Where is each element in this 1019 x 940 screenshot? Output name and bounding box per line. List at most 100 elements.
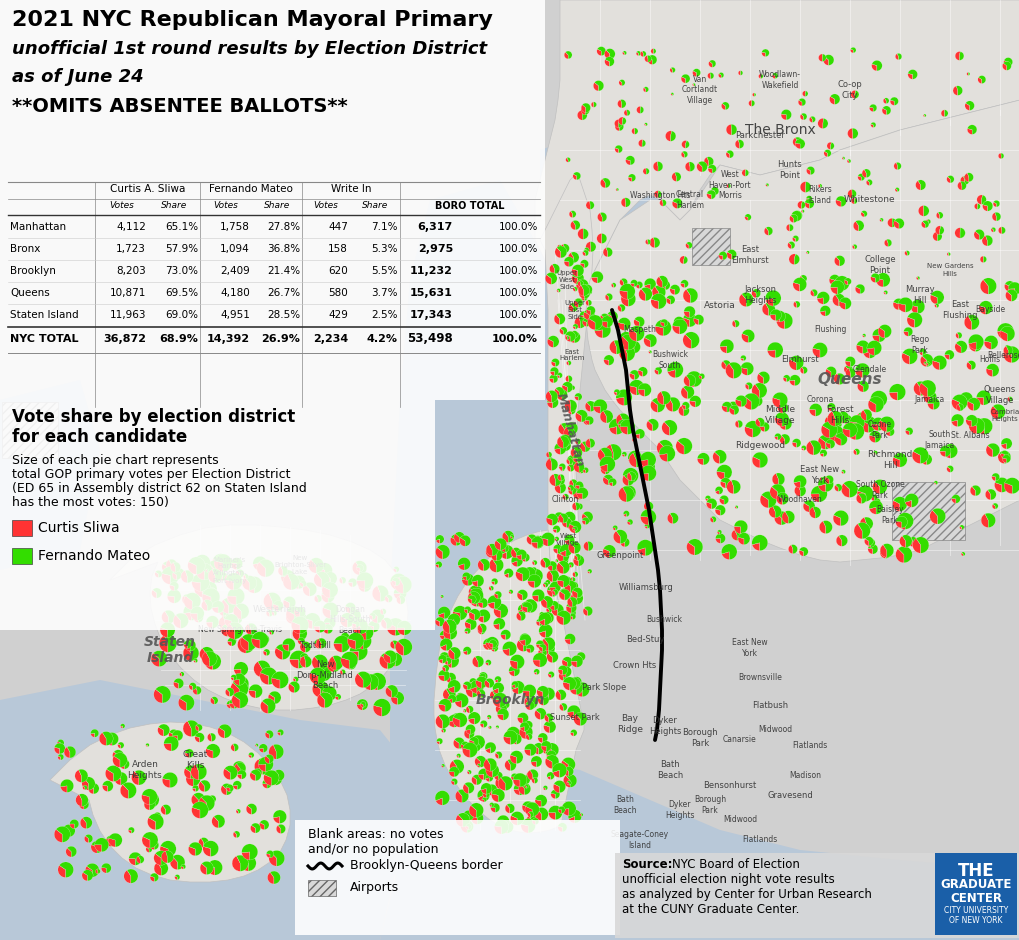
Wedge shape xyxy=(236,616,242,623)
Wedge shape xyxy=(200,563,213,580)
Wedge shape xyxy=(931,355,946,370)
Wedge shape xyxy=(935,212,938,219)
Wedge shape xyxy=(899,536,905,547)
Wedge shape xyxy=(526,645,534,653)
Wedge shape xyxy=(757,417,764,427)
Wedge shape xyxy=(933,480,936,485)
Wedge shape xyxy=(634,317,644,327)
Wedge shape xyxy=(824,368,830,377)
Wedge shape xyxy=(273,601,283,611)
Wedge shape xyxy=(464,609,467,613)
Wedge shape xyxy=(981,236,986,246)
Wedge shape xyxy=(546,755,551,760)
Wedge shape xyxy=(640,464,647,475)
Wedge shape xyxy=(769,502,774,508)
Wedge shape xyxy=(394,644,397,648)
Wedge shape xyxy=(710,189,714,196)
Text: Middle
Village: Middle Village xyxy=(764,405,795,425)
Wedge shape xyxy=(164,744,171,751)
Wedge shape xyxy=(955,340,966,353)
Wedge shape xyxy=(779,422,785,430)
Wedge shape xyxy=(443,629,449,640)
Wedge shape xyxy=(568,491,572,494)
Wedge shape xyxy=(314,639,323,649)
Wedge shape xyxy=(663,420,677,435)
Wedge shape xyxy=(714,491,718,494)
Wedge shape xyxy=(718,72,723,78)
Wedge shape xyxy=(229,698,239,709)
Wedge shape xyxy=(651,398,664,413)
Wedge shape xyxy=(158,724,169,736)
Wedge shape xyxy=(658,440,673,456)
Wedge shape xyxy=(438,698,451,712)
Wedge shape xyxy=(862,345,875,358)
Wedge shape xyxy=(206,744,220,759)
Wedge shape xyxy=(719,478,730,488)
Wedge shape xyxy=(172,735,177,741)
Wedge shape xyxy=(855,414,862,427)
Wedge shape xyxy=(566,607,576,619)
Wedge shape xyxy=(208,797,212,803)
Wedge shape xyxy=(620,100,626,108)
Wedge shape xyxy=(477,627,485,634)
Wedge shape xyxy=(390,573,407,590)
Wedge shape xyxy=(613,340,623,354)
Wedge shape xyxy=(823,55,834,66)
Text: Flushing: Flushing xyxy=(813,325,846,335)
Wedge shape xyxy=(895,516,907,528)
Wedge shape xyxy=(656,392,663,404)
Wedge shape xyxy=(842,419,847,424)
Wedge shape xyxy=(971,340,973,343)
Wedge shape xyxy=(493,609,500,618)
Wedge shape xyxy=(469,612,474,620)
Wedge shape xyxy=(986,489,996,500)
Wedge shape xyxy=(860,212,863,217)
Wedge shape xyxy=(485,636,498,650)
Wedge shape xyxy=(525,802,539,817)
Wedge shape xyxy=(535,800,540,807)
Wedge shape xyxy=(576,279,588,291)
Text: CITY UNIVERSITY: CITY UNIVERSITY xyxy=(943,906,1007,915)
Wedge shape xyxy=(557,826,561,832)
Text: Share: Share xyxy=(362,201,388,210)
Wedge shape xyxy=(706,498,716,509)
Wedge shape xyxy=(292,678,296,682)
Wedge shape xyxy=(128,858,136,866)
Wedge shape xyxy=(879,416,894,431)
Wedge shape xyxy=(149,813,164,830)
Wedge shape xyxy=(233,669,240,676)
Wedge shape xyxy=(620,542,625,547)
Wedge shape xyxy=(542,596,552,608)
Wedge shape xyxy=(638,384,651,397)
Wedge shape xyxy=(314,644,319,649)
Wedge shape xyxy=(638,140,642,147)
Wedge shape xyxy=(951,420,957,427)
Wedge shape xyxy=(206,651,217,666)
Wedge shape xyxy=(572,590,577,598)
Wedge shape xyxy=(466,728,474,739)
Wedge shape xyxy=(967,72,969,75)
Wedge shape xyxy=(91,844,97,854)
Wedge shape xyxy=(741,169,745,177)
Wedge shape xyxy=(896,521,904,529)
Wedge shape xyxy=(384,650,396,664)
Wedge shape xyxy=(506,804,515,813)
Wedge shape xyxy=(556,615,564,625)
Wedge shape xyxy=(227,597,232,604)
Wedge shape xyxy=(435,540,439,543)
Wedge shape xyxy=(852,245,854,249)
Wedge shape xyxy=(618,419,627,430)
Wedge shape xyxy=(791,214,796,221)
Wedge shape xyxy=(795,143,799,149)
Wedge shape xyxy=(341,651,358,668)
Wedge shape xyxy=(798,99,805,106)
Wedge shape xyxy=(511,555,523,567)
Wedge shape xyxy=(547,651,557,663)
Wedge shape xyxy=(541,642,554,655)
Wedge shape xyxy=(886,239,891,246)
Wedge shape xyxy=(828,274,840,286)
Wedge shape xyxy=(532,821,535,824)
Wedge shape xyxy=(634,128,638,134)
Wedge shape xyxy=(692,70,696,77)
Wedge shape xyxy=(491,793,497,802)
